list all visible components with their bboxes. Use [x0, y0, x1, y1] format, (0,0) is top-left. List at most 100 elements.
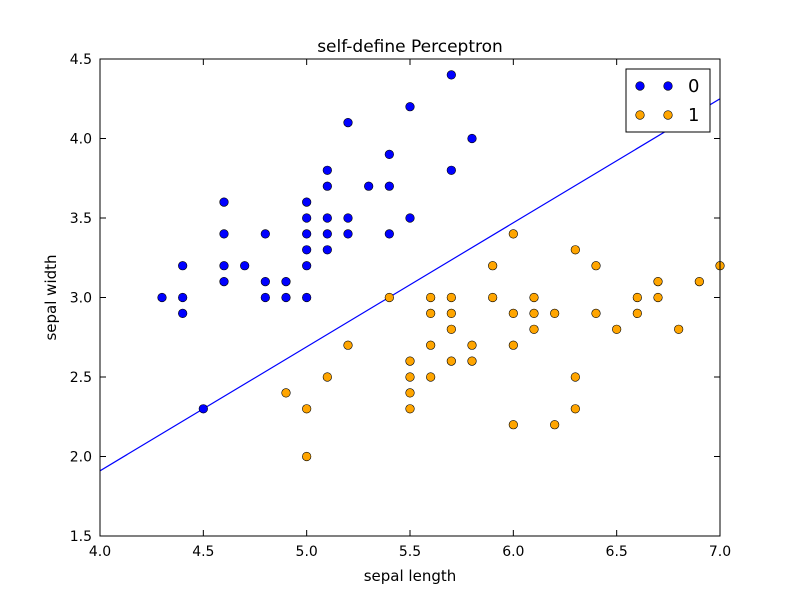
point-class-1	[426, 308, 436, 319]
points-layer	[157, 70, 725, 462]
point-class-1	[632, 292, 642, 303]
legend-label: 0	[688, 76, 699, 97]
point-class-0	[446, 165, 456, 175]
point-class-0	[302, 245, 312, 255]
point-class-1	[322, 372, 332, 382]
point-class-0	[219, 277, 229, 287]
point-class-1	[405, 404, 415, 414]
point-class-1	[508, 229, 518, 239]
point-class-0	[343, 117, 353, 128]
point-class-1	[508, 308, 518, 319]
point-class-1	[426, 372, 436, 382]
point-class-0	[302, 197, 312, 207]
x-tick-label: 5.0	[296, 544, 318, 560]
legend: 01	[625, 68, 711, 133]
point-class-1	[426, 340, 436, 350]
point-class-0	[260, 229, 270, 239]
point-class-0	[281, 277, 291, 287]
point-class-0	[178, 261, 188, 271]
point-class-1	[343, 340, 353, 350]
point-class-1	[508, 420, 518, 430]
legend-label: 1	[688, 105, 699, 126]
point-class-0	[260, 292, 270, 303]
y-tick-label: 3.5	[70, 211, 92, 227]
point-class-0	[302, 229, 312, 239]
point-class-1	[467, 340, 477, 350]
legend-marker	[635, 110, 645, 120]
point-class-1	[405, 388, 415, 398]
point-class-1	[384, 292, 394, 303]
point-class-1	[612, 324, 622, 334]
point-class-0	[364, 181, 374, 191]
point-class-0	[405, 213, 415, 223]
point-class-1	[529, 308, 539, 319]
point-class-1	[591, 308, 601, 319]
point-class-0	[343, 213, 353, 223]
point-class-1	[302, 451, 312, 462]
x-tick-label: 4.0	[89, 544, 111, 560]
point-class-1	[446, 324, 456, 334]
point-class-0	[198, 404, 208, 414]
point-class-1	[446, 292, 456, 303]
legend-marker	[635, 81, 645, 91]
point-class-0	[302, 261, 312, 271]
point-class-1	[550, 308, 560, 319]
y-tick-label: 4.5	[70, 52, 92, 68]
point-class-0	[467, 133, 477, 144]
point-class-1	[529, 324, 539, 334]
chart-title: self-define Perceptron	[317, 37, 503, 57]
point-class-0	[322, 213, 332, 223]
point-class-1	[653, 292, 663, 303]
y-axis-label: sepal width	[42, 254, 60, 340]
x-tick-label: 4.5	[192, 544, 214, 560]
x-tick-label: 7.0	[709, 544, 731, 560]
plot-area	[100, 59, 720, 536]
point-class-1	[405, 372, 415, 382]
point-class-1	[550, 420, 560, 430]
point-class-1	[302, 404, 312, 414]
point-class-0	[260, 277, 270, 287]
point-class-0	[302, 292, 312, 303]
point-class-0	[281, 292, 291, 303]
point-class-0	[178, 292, 188, 303]
point-class-1	[467, 356, 477, 366]
point-class-0	[322, 165, 332, 175]
point-class-1	[570, 372, 580, 382]
point-class-1	[653, 277, 663, 287]
point-class-0	[219, 197, 229, 207]
x-axis-label: sepal length	[364, 567, 457, 585]
point-class-1	[508, 340, 518, 350]
point-class-0	[240, 261, 250, 271]
point-class-1	[281, 388, 291, 398]
point-class-1	[446, 308, 456, 319]
point-class-1	[632, 308, 642, 319]
x-tick-label: 5.5	[399, 544, 421, 560]
point-class-0	[322, 245, 332, 255]
point-class-0	[446, 70, 456, 80]
point-class-0	[322, 229, 332, 239]
legend-marker	[663, 110, 673, 120]
point-class-1	[570, 245, 580, 255]
point-class-1	[694, 277, 704, 287]
y-tick-label: 1.5	[70, 529, 92, 545]
y-tick-label: 4.0	[70, 132, 92, 148]
ticks-layer: 4.0 4.5 5.0 5.5 6.0 6.5 7.0 1.5 2.0 2.5 3.0 3.5 4.0 4…	[70, 52, 731, 560]
point-class-1	[674, 324, 684, 334]
point-class-0	[322, 181, 332, 191]
point-class-1	[426, 292, 436, 303]
point-class-0	[178, 308, 188, 319]
point-class-1	[488, 261, 498, 271]
point-class-0	[302, 213, 312, 223]
point-class-0	[384, 181, 394, 191]
y-tick-label: 2.0	[70, 450, 92, 466]
point-class-1	[488, 292, 498, 303]
point-class-0	[384, 229, 394, 239]
point-class-1	[591, 261, 601, 271]
point-class-0	[219, 229, 229, 239]
x-tick-label: 6.0	[502, 544, 524, 560]
point-class-0	[219, 261, 229, 271]
legend-box	[625, 68, 711, 133]
legend-marker	[663, 81, 673, 91]
point-class-1	[405, 356, 415, 366]
